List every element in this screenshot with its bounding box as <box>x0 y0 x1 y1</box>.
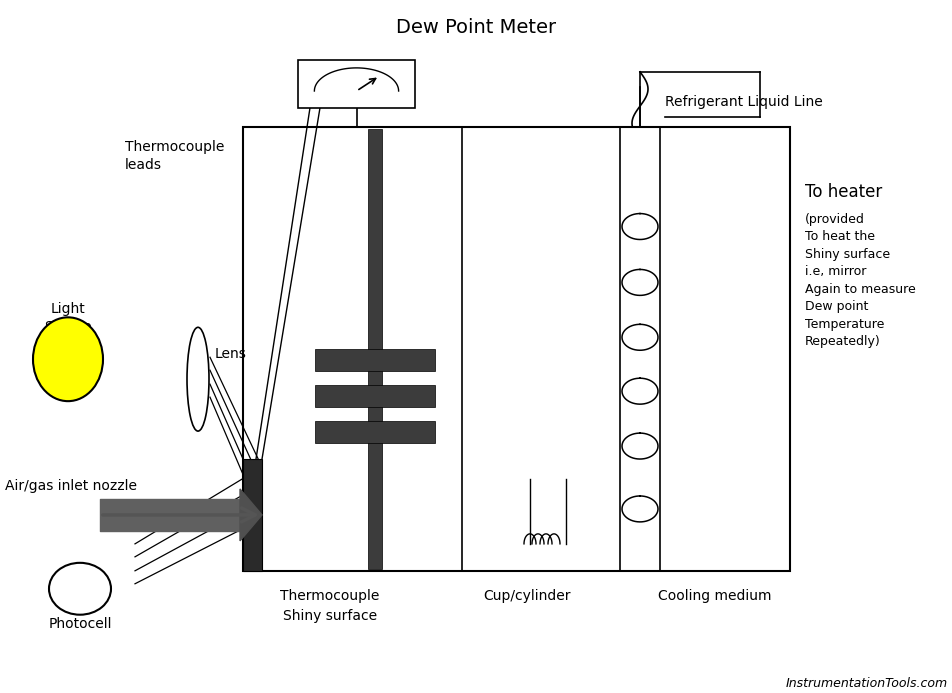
Text: (provided
To heat the
Shiny surface
i.e, mirror
Again to measure
Dew point
Tempe: (provided To heat the Shiny surface i.e,… <box>805 213 916 348</box>
Ellipse shape <box>33 317 103 401</box>
Text: Thermocouple
leads: Thermocouple leads <box>125 140 225 172</box>
Bar <box>298 60 415 108</box>
Text: Thermocouple: Thermocouple <box>280 589 380 603</box>
Text: Shiny surface: Shiny surface <box>283 608 377 623</box>
Ellipse shape <box>187 327 209 431</box>
Bar <box>315 385 435 407</box>
Bar <box>315 421 435 443</box>
Bar <box>368 129 382 569</box>
Text: Dew Point Meter: Dew Point Meter <box>396 18 556 37</box>
Text: Light
Source: Light Source <box>44 302 91 333</box>
Bar <box>243 127 462 571</box>
Text: InstrumentationTools.com: InstrumentationTools.com <box>785 676 948 690</box>
Text: Cup/cylinder: Cup/cylinder <box>484 589 571 603</box>
Polygon shape <box>240 489 262 541</box>
Text: Air/gas inlet nozzle: Air/gas inlet nozzle <box>5 479 137 493</box>
Text: Lens: Lens <box>215 347 247 361</box>
Text: Cooling medium: Cooling medium <box>658 589 772 603</box>
Bar <box>620 127 660 571</box>
Text: Stirrer: Stirrer <box>351 95 399 109</box>
Text: Photocell: Photocell <box>49 617 111 631</box>
Bar <box>243 459 262 571</box>
Text: To heater: To heater <box>805 183 883 200</box>
Text: Refrigerant Liquid Line: Refrigerant Liquid Line <box>665 95 823 109</box>
Ellipse shape <box>49 563 111 615</box>
Bar <box>243 127 790 571</box>
Bar <box>315 349 435 371</box>
